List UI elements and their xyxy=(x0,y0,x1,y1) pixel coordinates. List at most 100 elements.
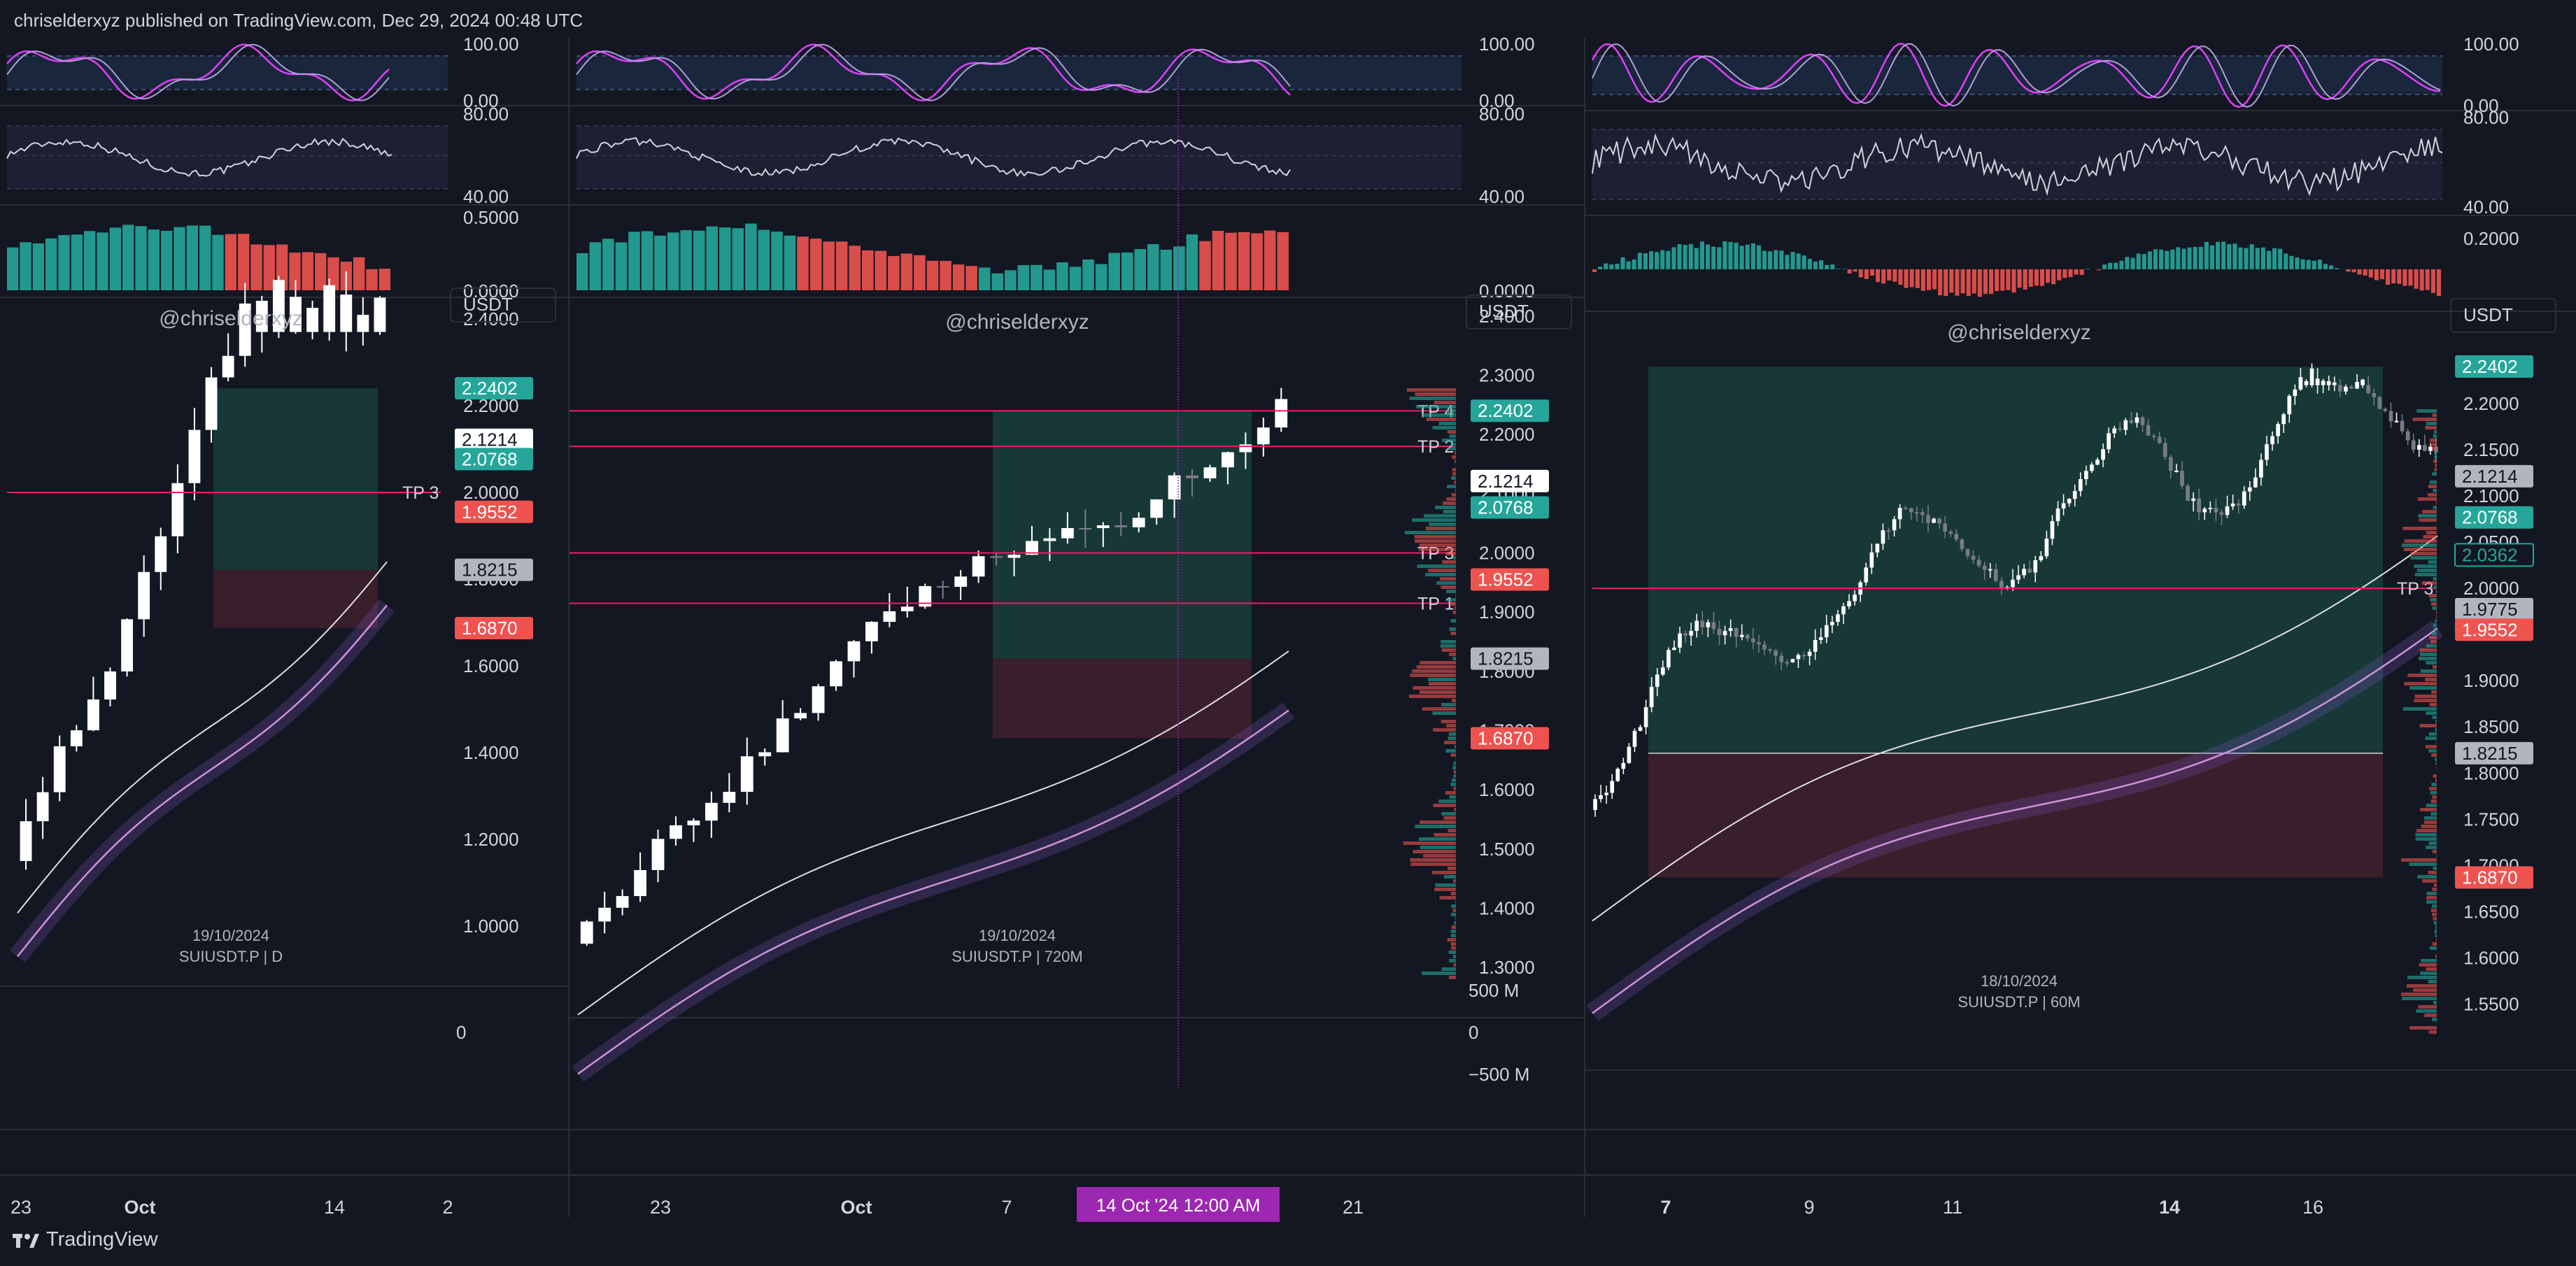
histogram-bar xyxy=(2034,269,2039,286)
volume-profile-bar xyxy=(2433,867,2437,870)
chart-panel-60m[interactable]: 100.00 0.00 80.00 40.00 0.2000 TP 3 2.2000 2.15… xyxy=(1585,34,2576,1218)
candle-body xyxy=(1717,629,1722,636)
candle-body xyxy=(2400,420,2405,432)
candle-body xyxy=(2163,443,2167,457)
histogram-bar xyxy=(2153,249,2158,269)
histogram-bar xyxy=(628,232,640,290)
histogram-bar xyxy=(1056,262,1068,290)
price-tick: 1.4000 xyxy=(463,742,519,763)
volume-profile-bar xyxy=(2417,875,2437,879)
candle-body xyxy=(1655,674,1659,687)
histogram-bar xyxy=(2386,269,2391,285)
histogram-bar xyxy=(1005,270,1017,290)
price-tag-value: 1.9552 xyxy=(2462,619,2518,640)
volume-profile-bar xyxy=(1454,606,1456,610)
currency-button[interactable]: USDT xyxy=(450,287,556,322)
histogram-bar xyxy=(1989,269,1994,294)
histogram-bar xyxy=(1666,250,1671,269)
volume-profile-bar xyxy=(1441,703,1456,706)
candle-body xyxy=(990,556,1003,558)
candle-body xyxy=(1079,527,1092,529)
histogram-bar xyxy=(122,225,134,290)
volume-profile-bar xyxy=(1445,552,1456,555)
volume-profile-bar xyxy=(2433,489,2437,492)
time-tick: 21 xyxy=(1343,1197,1364,1218)
currency-button[interactable]: USDT xyxy=(2450,298,2556,333)
volume-profile-bar xyxy=(2412,418,2437,421)
volume-profile-bar xyxy=(1419,543,1456,547)
volume-profile-bar xyxy=(1450,632,1456,635)
candle-body xyxy=(2389,411,2393,422)
volume-profile-bar xyxy=(2431,783,2437,786)
candle-body xyxy=(155,536,167,572)
histogram-bar xyxy=(263,245,275,290)
candle-body xyxy=(2061,503,2066,508)
price-tick: 1.4000 xyxy=(1479,897,1535,918)
candle-body xyxy=(1762,644,1767,650)
candle-body xyxy=(723,792,736,803)
currency-button[interactable]: USDT xyxy=(1466,294,1572,329)
volume-profile-bar xyxy=(2430,812,2437,816)
volume-tick: 0 xyxy=(456,1022,466,1043)
volume-profile-bar xyxy=(1451,493,1456,497)
currency-label: USDT xyxy=(463,294,513,315)
histogram-bar xyxy=(2363,269,2368,276)
histogram-bar xyxy=(2114,262,2118,269)
price-tag-bg xyxy=(2455,506,2533,529)
candle-body xyxy=(2151,435,2156,437)
price-tag: 2.1214 xyxy=(1471,469,1549,492)
price-tag-value: 1.6870 xyxy=(2462,867,2518,888)
price-tick: 1.6000 xyxy=(1479,779,1535,800)
volume-profile-bar xyxy=(1433,804,1456,807)
hist-tick: 0.0000 xyxy=(1479,280,1535,301)
histogram-bar xyxy=(1887,269,1892,281)
candle-body xyxy=(2112,428,2116,434)
volume-profile-bar xyxy=(1441,967,1456,971)
histogram-bar xyxy=(1699,241,1704,269)
histogram-bar xyxy=(1147,244,1159,290)
price-tag: 1.8215 xyxy=(2455,741,2533,764)
watermark: @chriselderxyz xyxy=(945,311,1089,334)
candle-body xyxy=(2072,491,2077,499)
histogram-bar xyxy=(900,253,913,290)
volume-profile-bar xyxy=(2416,409,2437,413)
candle-body xyxy=(919,585,932,607)
chart-panel-720m[interactable]: 100.00 0.00 80.00 40.00 0.0000 TP 4 TP 2 TP 3 TP… xyxy=(569,34,1585,1222)
watermark: @chriselderxyz xyxy=(159,307,303,330)
histogram-bar xyxy=(1915,269,1920,288)
hist-tick: 0.5000 xyxy=(463,207,519,228)
volume-profile-bar xyxy=(1450,913,1456,916)
chart-panel-daily[interactable]: 100.00 0.00 80.00 40.00 0.5000 0.0000 TP 3 2.40… xyxy=(0,34,569,1218)
time-tick: 9 xyxy=(1804,1197,1814,1218)
candle-body xyxy=(2033,560,2038,573)
histogram-bar xyxy=(378,269,390,290)
histogram-bar xyxy=(2057,269,2062,280)
tradingview-footer[interactable]: TradingView xyxy=(13,1228,158,1251)
volume-profile-bar xyxy=(1447,867,1456,870)
histogram-bar xyxy=(1173,246,1185,290)
candle-body xyxy=(2140,417,2145,425)
histogram-bar xyxy=(2368,269,2373,278)
volume-profile-bar xyxy=(1426,418,1456,421)
candle-body xyxy=(2095,460,2100,465)
candle-body xyxy=(1993,569,1998,581)
price-tag: 1.8215 xyxy=(455,558,533,581)
volume-profile-bar xyxy=(1432,711,1456,715)
volume-profile-bar xyxy=(1455,745,1456,748)
volume-profile-bar xyxy=(2419,648,2437,652)
volume-profile-bar xyxy=(1448,732,1456,736)
volume-profile-bar xyxy=(2430,791,2437,795)
volume-profile-bar xyxy=(1440,644,1456,648)
volume-profile-bar xyxy=(1452,556,1456,560)
volume-profile-bar xyxy=(1451,476,1456,480)
volume-profile-bar xyxy=(2418,514,2437,518)
volume-profile-bar xyxy=(1455,594,1456,597)
candle-body xyxy=(812,686,825,713)
volume-profile-bar xyxy=(1417,564,1456,568)
target-zone xyxy=(993,411,1252,659)
price-tag-bg xyxy=(1471,469,1549,492)
histogram-bar xyxy=(1722,241,1727,269)
time-tick: 7 xyxy=(1001,1197,1012,1218)
price-tag-bg xyxy=(455,617,533,640)
